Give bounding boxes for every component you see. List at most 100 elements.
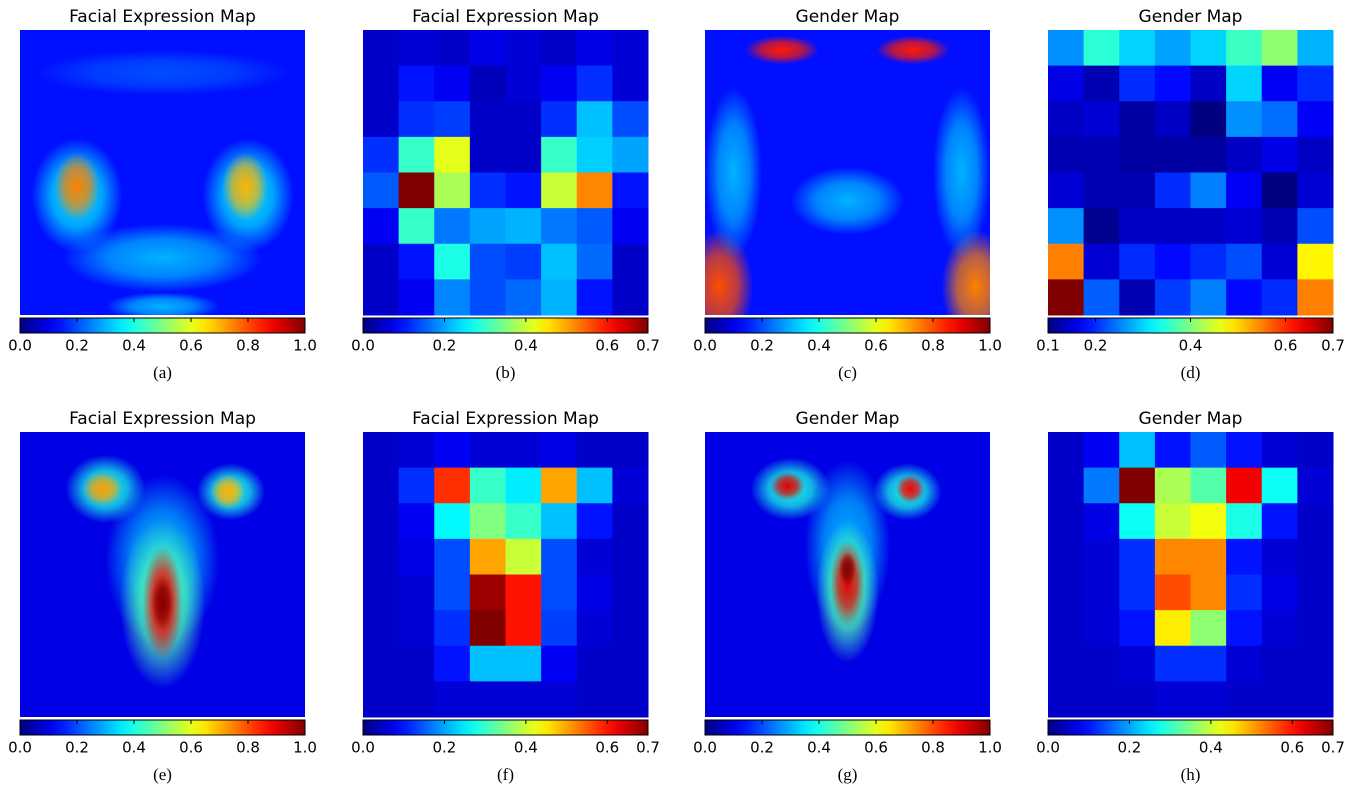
map-blob: [83, 472, 123, 506]
panel-caption: (e): [153, 765, 172, 784]
heatmap-cell: [363, 468, 399, 504]
colorbar: [20, 720, 305, 735]
panel-caption: (h): [1181, 765, 1201, 784]
heatmap-cell: [434, 468, 470, 504]
heatmap-cell: [577, 432, 613, 468]
map-blob: [222, 153, 268, 221]
colorbar-tick-label: 0.4: [1179, 337, 1203, 355]
colorbar-tick-label: 0.1: [1036, 337, 1060, 355]
heatmap-cell: [470, 66, 506, 102]
heatmap-cell: [1048, 575, 1084, 611]
heatmap-cell: [1226, 244, 1262, 280]
heatmap-cell: [577, 610, 613, 646]
heatmap-cell: [1084, 432, 1120, 468]
heatmap-cell: [363, 610, 399, 646]
heatmap-cell: [541, 244, 577, 280]
heatmap-cell: [612, 468, 648, 504]
heatmap-cell: [541, 30, 577, 66]
heatmap-cell: [1226, 503, 1262, 539]
map-blob: [876, 36, 950, 64]
heatmap-cell: [1119, 432, 1155, 468]
heatmap-cell: [1084, 503, 1120, 539]
map-blob: [933, 87, 990, 258]
heatmap-cell: [506, 279, 542, 315]
colorbar-tick-label: 0.0: [351, 739, 375, 757]
heatmap-cell: [363, 101, 399, 137]
map-image: [705, 432, 990, 717]
heatmap-cell: [612, 279, 648, 315]
heatmap-cell: [1226, 610, 1262, 646]
heatmap-cell: [470, 244, 506, 280]
heatmap-cell: [1084, 575, 1120, 611]
heatmap-cell: [1084, 101, 1120, 137]
heatmap-cell: [612, 137, 648, 173]
heatmap-cell: [541, 66, 577, 102]
heatmap-cell: [1084, 30, 1120, 66]
heatmap-cell: [1119, 646, 1155, 682]
heatmap-cell: [470, 173, 506, 209]
map-blob: [34, 50, 291, 96]
colorbar-tick-label: 0.6: [595, 337, 619, 355]
heatmap-cell: [363, 208, 399, 244]
heatmap-cell: [1262, 279, 1298, 315]
heatmap-cell: [1226, 173, 1262, 209]
map-blob: [151, 575, 174, 632]
panel-title: Facial Expression Map: [412, 7, 599, 27]
heatmap-cell: [1191, 539, 1227, 575]
heatmap-cell: [612, 432, 648, 468]
heatmap-cell: [506, 503, 542, 539]
colorbar-tick-label: 0.4: [1199, 739, 1223, 757]
heatmap-cell: [541, 279, 577, 315]
colorbar-tick-label: 0.6: [179, 739, 203, 757]
heatmap-cell: [1297, 432, 1333, 468]
heatmap-cell: [506, 208, 542, 244]
heatmap-cell: [1119, 244, 1155, 280]
heatmap-cell: [541, 503, 577, 539]
heatmap-cell: [541, 539, 577, 575]
heatmap-cell: [434, 575, 470, 611]
heatmap-cell: [577, 30, 613, 66]
colorbar: [1048, 720, 1333, 735]
heatmap-cell: [399, 66, 435, 102]
colorbar-tick-label: 1.0: [293, 337, 317, 355]
heatmap-cell: [1191, 101, 1227, 137]
colorbar-tick-label: 1.0: [978, 739, 1002, 757]
heatmap-cell: [541, 575, 577, 611]
heatmap-cell: [1297, 503, 1333, 539]
heatmap-cell: [612, 646, 648, 682]
heatmap-cell: [363, 681, 399, 717]
heatmap-cell: [506, 244, 542, 280]
heatmap-cell: [1084, 646, 1120, 682]
heatmap-cell: [1297, 539, 1333, 575]
heatmap-cell: [470, 101, 506, 137]
colorbar-tick-label: 0.2: [750, 739, 774, 757]
map-blob: [63, 224, 263, 292]
heatmap-cell: [612, 30, 648, 66]
heatmap-cell: [1048, 30, 1084, 66]
colorbar-tick-label: 1.0: [978, 337, 1002, 355]
heatmap-cell: [470, 468, 506, 504]
heatmap-cell: [1084, 208, 1120, 244]
colorbar: [705, 720, 990, 735]
heatmap-cell: [470, 539, 506, 575]
heatmap-cell: [363, 503, 399, 539]
colorbar: [20, 318, 305, 333]
map-blob: [705, 87, 762, 258]
map-blob: [896, 475, 925, 504]
heatmap-cell: [612, 503, 648, 539]
heatmap-cell: [434, 539, 470, 575]
heatmap-cell: [1297, 173, 1333, 209]
colorbar-tick-label: 0.2: [432, 739, 456, 757]
heatmap-cell: [1084, 539, 1120, 575]
heatmap-cell: [470, 681, 506, 717]
heatmap-cell: [1297, 30, 1333, 66]
heatmap-cell: [1191, 173, 1227, 209]
heatmap-cell: [1119, 681, 1155, 717]
heatmap-cell: [1119, 137, 1155, 173]
colorbar-tick-label: 0.6: [595, 739, 619, 757]
heatmap-cell: [1048, 137, 1084, 173]
heatmap-cell: [470, 30, 506, 66]
heatmap-cell: [434, 66, 470, 102]
